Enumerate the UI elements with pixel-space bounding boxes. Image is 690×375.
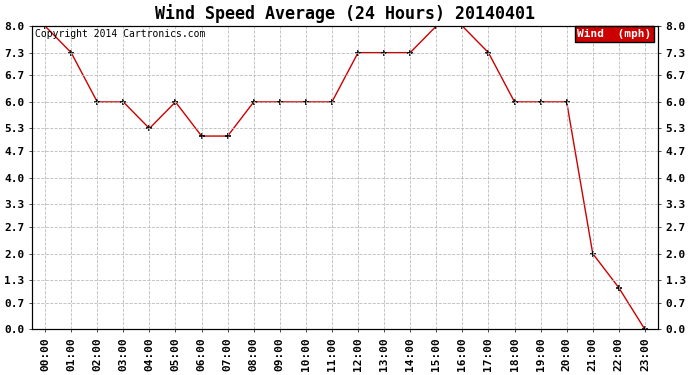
Title: Wind Speed Average (24 Hours) 20140401: Wind Speed Average (24 Hours) 20140401 (155, 4, 535, 23)
Text: Wind  (mph): Wind (mph) (578, 29, 651, 39)
Text: Copyright 2014 Cartronics.com: Copyright 2014 Cartronics.com (35, 29, 206, 39)
